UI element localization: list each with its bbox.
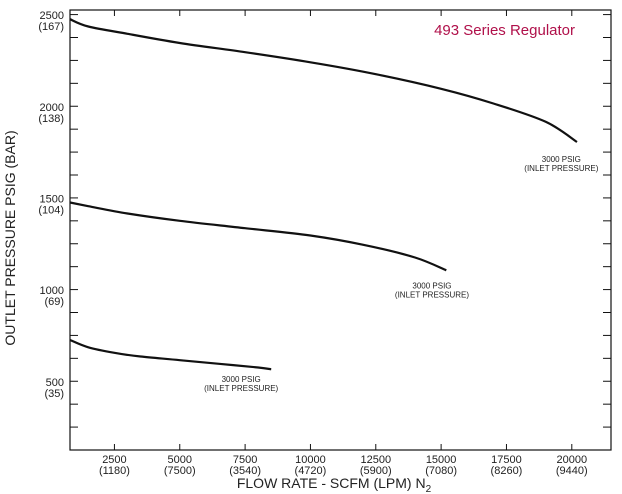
y-tick-label: 1500 (104) bbox=[38, 194, 64, 217]
plot-border bbox=[69, 9, 612, 451]
x-tick-label-scfm: 10000 bbox=[295, 454, 326, 466]
x-tick-label: 7500 (3540) bbox=[229, 454, 261, 477]
x-tick-label-scfm: 2500 bbox=[102, 454, 126, 466]
series-line-2 bbox=[69, 201, 447, 272]
series-annotation: 3000 PSIG (INLET PRESSURE) bbox=[395, 282, 469, 300]
y-tick-label: 500 (35) bbox=[44, 377, 64, 400]
y-tick-label-psig: 1000 bbox=[40, 285, 64, 297]
x-tick-label-scfm: 20000 bbox=[557, 454, 588, 466]
y-tick-label-bar: (35) bbox=[44, 388, 64, 400]
x-tick-label-scfm: 15000 bbox=[426, 454, 457, 466]
y-tick-label-psig: 2500 bbox=[40, 10, 64, 22]
x-tick-label: 20000 (9440) bbox=[556, 454, 588, 477]
x-tick-label: 15000 (7080) bbox=[425, 454, 457, 477]
series-lines bbox=[69, 18, 578, 371]
annotations: 3000 PSIG (INLET PRESSURE)3000 PSIG (INLET… bbox=[204, 155, 599, 393]
annotation-psig: 3000 PSIG bbox=[222, 375, 261, 384]
x-tick-label-lpm: (3540) bbox=[229, 465, 261, 477]
x-axis-title: FLOW RATE - SCFM (LPM) N2 bbox=[237, 475, 432, 494]
x-tick-label: 12500 (5900) bbox=[360, 454, 392, 477]
y-tick-label-bar: (69) bbox=[44, 296, 64, 308]
y-tick-label: 2000 (138) bbox=[38, 102, 64, 125]
y-axis-title: OUTLET PRESSURE PSIG (BAR) bbox=[2, 130, 18, 345]
y-tick-label: 1000 (69) bbox=[40, 285, 64, 308]
x-tick-label-scfm: 12500 bbox=[360, 454, 391, 466]
annotation-psig: 3000 PSIG bbox=[542, 155, 581, 164]
x-tick-label-scfm: 7500 bbox=[233, 454, 257, 466]
annotation-inlet: (INLET PRESSURE) bbox=[395, 291, 469, 300]
x-tick-label: 5000 (7500) bbox=[164, 454, 196, 477]
x-axis-title-subscript: 2 bbox=[426, 484, 432, 494]
annotation-inlet: (INLET PRESSURE) bbox=[524, 164, 598, 173]
series-annotation: 3000 PSIG (INLET PRESSURE) bbox=[204, 375, 278, 393]
x-tick-label-lpm: (5900) bbox=[360, 465, 392, 477]
x-tick-label-scfm: 17500 bbox=[491, 454, 522, 466]
y-tick-label-bar: (138) bbox=[38, 113, 64, 125]
x-tick-label-lpm: (7500) bbox=[164, 465, 196, 477]
y-tick-label: 2500 (167) bbox=[38, 10, 64, 33]
x-tick-label-scfm: 5000 bbox=[168, 454, 192, 466]
chart-title: 493 Series Regulator bbox=[434, 22, 575, 39]
plot-frame bbox=[69, 9, 612, 451]
y-tick-label-psig: 1500 bbox=[40, 194, 64, 206]
x-tick-label-lpm: (8260) bbox=[491, 465, 523, 477]
y-tick-label-psig: 500 bbox=[46, 377, 64, 389]
annotation-psig: 3000 PSIG bbox=[412, 282, 451, 291]
x-tick-label-lpm: (9440) bbox=[556, 465, 588, 477]
axis-ticks: 2500 (167)2000 (138)1500 (104)1000 (69)500 (3… bbox=[38, 10, 611, 477]
x-axis-title-main: FLOW RATE - SCFM (LPM) N bbox=[237, 475, 426, 491]
series-annotation: 3000 PSIG (INLET PRESSURE) bbox=[524, 155, 598, 173]
x-tick-label: 10000 (4720) bbox=[295, 454, 327, 477]
annotation-inlet: (INLET PRESSURE) bbox=[204, 384, 278, 393]
x-tick-label: 2500 (1180) bbox=[99, 454, 130, 477]
x-tick-label-lpm: (7080) bbox=[425, 465, 457, 477]
y-tick-label-bar: (167) bbox=[38, 21, 64, 33]
y-tick-label-psig: 2000 bbox=[40, 102, 64, 114]
series-line-1 bbox=[69, 18, 578, 143]
x-tick-label-lpm: (4720) bbox=[295, 465, 327, 477]
x-tick-label-lpm: (1180) bbox=[99, 465, 130, 477]
series-line-3 bbox=[69, 338, 272, 371]
y-tick-label-bar: (104) bbox=[38, 205, 64, 217]
x-tick-label: 17500 (8260) bbox=[491, 454, 523, 477]
